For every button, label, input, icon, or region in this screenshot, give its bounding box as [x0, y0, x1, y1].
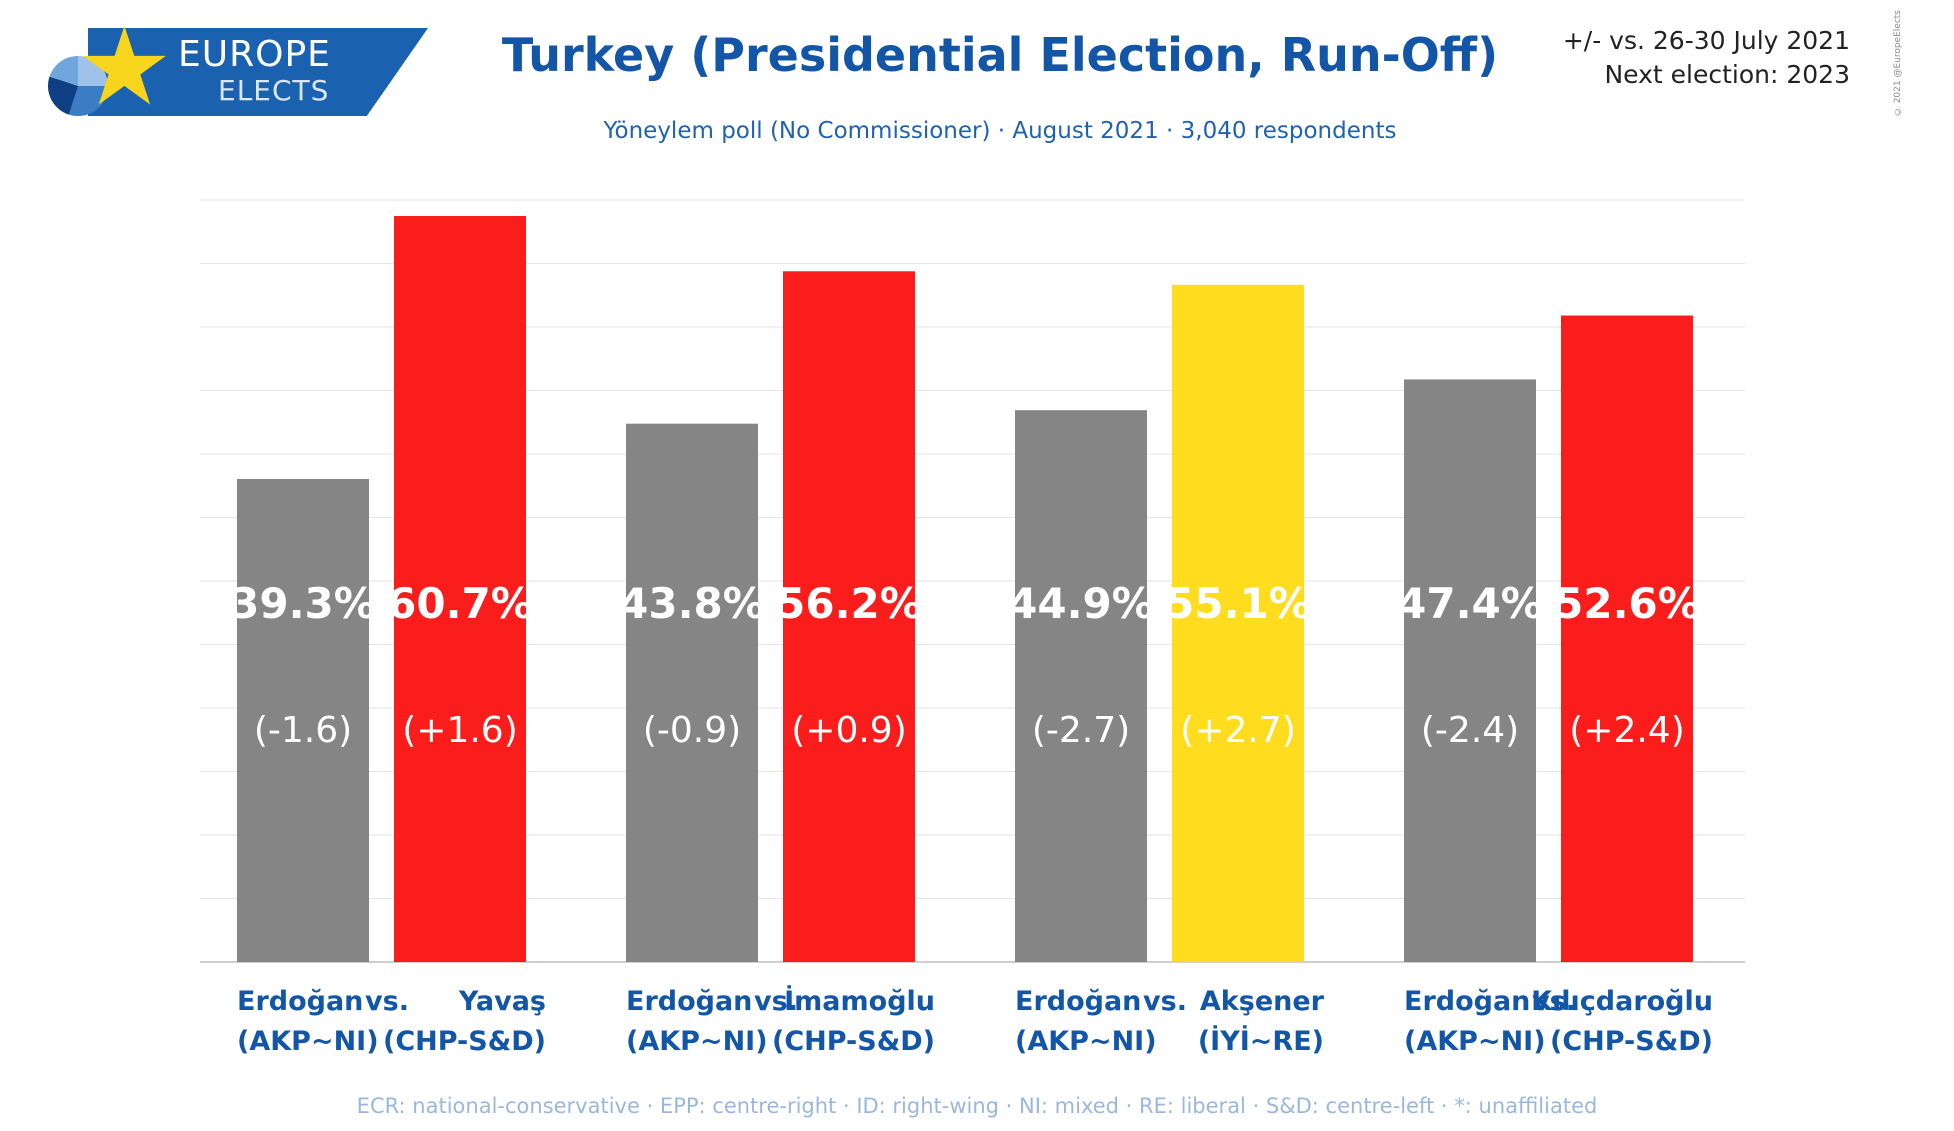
bar-3-1 [1015, 410, 1147, 962]
category-label-party: (AKP~NI) [626, 1026, 768, 1057]
data-label-value: 47.4% [1397, 579, 1543, 628]
data-label-change: (+0.9) [791, 710, 907, 751]
data-label-value: 55.1% [1165, 579, 1311, 628]
bar-3-2 [1172, 284, 1304, 962]
bar-1-1 [237, 478, 369, 962]
europe-elects-logo: ★ EUROPE ELECTS [48, 14, 428, 122]
data-label-value: 56.2% [776, 579, 922, 628]
logo-banner [88, 28, 428, 116]
category-label-party: (AKP~NI) [1404, 1026, 1546, 1057]
bar-4-1 [1404, 379, 1536, 962]
category-label-candidate: Kılıçdaroğlu [1531, 986, 1713, 1017]
data-label-change: (+1.6) [402, 710, 518, 751]
data-label-value: 52.6% [1554, 579, 1700, 628]
logo-word-elects: ELECTS [218, 74, 330, 107]
logo-word-europe: EUROPE [178, 34, 331, 75]
data-label-change: (-0.9) [643, 710, 741, 751]
category-label-party: (CHP-S&D) [383, 1026, 546, 1057]
data-label-value: 43.8% [619, 579, 765, 628]
bar-2-2 [783, 271, 915, 962]
category-label-vs: vs. [754, 986, 798, 1017]
logo-circle-icon [48, 56, 108, 116]
data-label-value: 39.3% [230, 579, 376, 628]
category-label-party: (İYİ~RE) [1198, 1025, 1324, 1057]
bar-1-2 [394, 215, 526, 962]
category-label-candidate: Erdoğan [626, 986, 752, 1017]
category-label-party: (CHP-S&D) [772, 1026, 935, 1057]
data-label-value: 60.7% [387, 579, 533, 628]
category-label-party: (CHP-S&D) [1550, 1026, 1713, 1057]
data-label-change: (+2.4) [1569, 710, 1685, 751]
bar-4-2 [1561, 315, 1693, 962]
data-label-value: 44.9% [1008, 579, 1154, 628]
category-label-candidate: Akşener [1200, 986, 1325, 1017]
category-label-candidate: Erdoğan [1015, 986, 1141, 1017]
category-label-candidate: Erdoğan [1404, 986, 1530, 1017]
chart-title: Turkey (Presidential Election, Run-Off) [501, 28, 1499, 82]
category-label-vs: vs. [1532, 986, 1576, 1017]
category-label-vs: vs. [1143, 986, 1187, 1017]
next-election-note: Next election: 2023 [1604, 60, 1850, 89]
data-label-change: (-2.4) [1421, 710, 1519, 751]
party-legend-footer: ECR: national-conservative · EPP: centre… [356, 1094, 1598, 1118]
bar-2-1 [626, 423, 758, 963]
change-note: +/- vs. 26-30 July 2021 [1562, 26, 1850, 55]
category-label-party: (AKP~NI) [237, 1026, 379, 1057]
category-label-vs: vs. [365, 986, 409, 1017]
category-label-candidate: Yavaş [458, 986, 546, 1017]
chart-subtitle: Yöneylem poll (No Commissioner) · August… [603, 118, 1397, 144]
data-label-change: (-1.6) [254, 710, 352, 751]
logo-star-icon: ★ [76, 5, 173, 130]
data-label-change: (+2.7) [1180, 710, 1296, 751]
category-label-candidate: İmamoğlu [784, 985, 935, 1017]
data-label-change: (-2.7) [1032, 710, 1130, 751]
category-label-candidate: Erdoğan [237, 986, 363, 1017]
category-label-party: (AKP~NI) [1015, 1026, 1157, 1057]
